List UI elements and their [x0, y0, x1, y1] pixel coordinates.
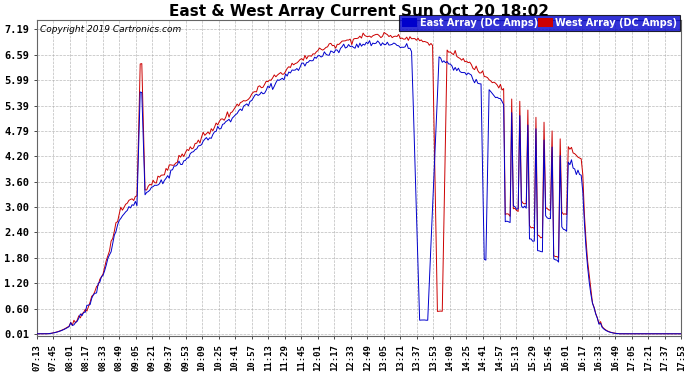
Legend: East Array (DC Amps), West Array (DC Amps): East Array (DC Amps), West Array (DC Amp… [400, 15, 680, 31]
Text: Copyright 2019 Cartronics.com: Copyright 2019 Cartronics.com [40, 25, 181, 34]
Title: East & West Array Current Sun Oct 20 18:02: East & West Array Current Sun Oct 20 18:… [169, 4, 549, 19]
